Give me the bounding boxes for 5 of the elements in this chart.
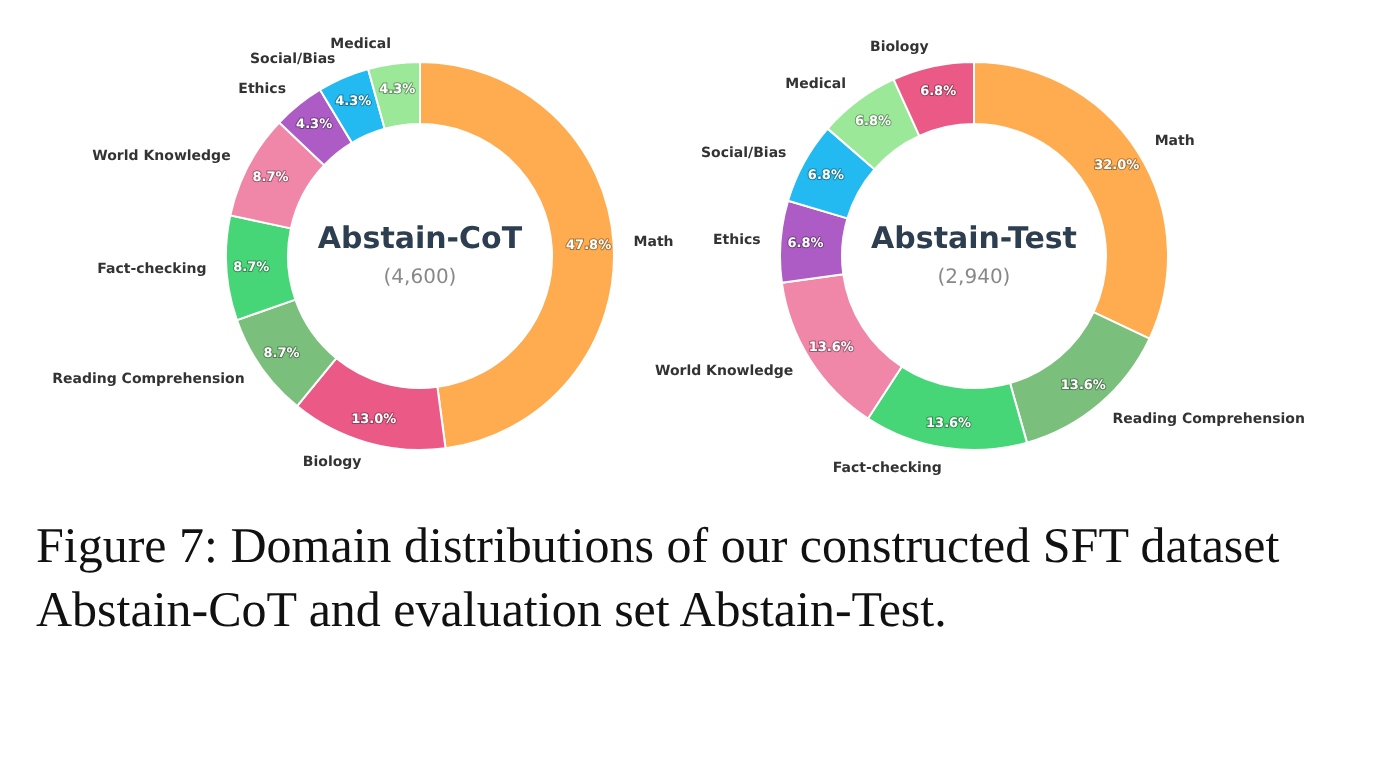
text: Abstain-Test [871, 220, 1077, 256]
text: Abstain-CoT [317, 220, 524, 256]
text: (4,600) [383, 267, 457, 289]
caption: Figure 7: Domain distributions of our constructed SFT dataset Abstain-CoT and evaluation set Abstain-Test. [36, 518, 1282, 642]
text: (2,940) [937, 267, 1011, 289]
